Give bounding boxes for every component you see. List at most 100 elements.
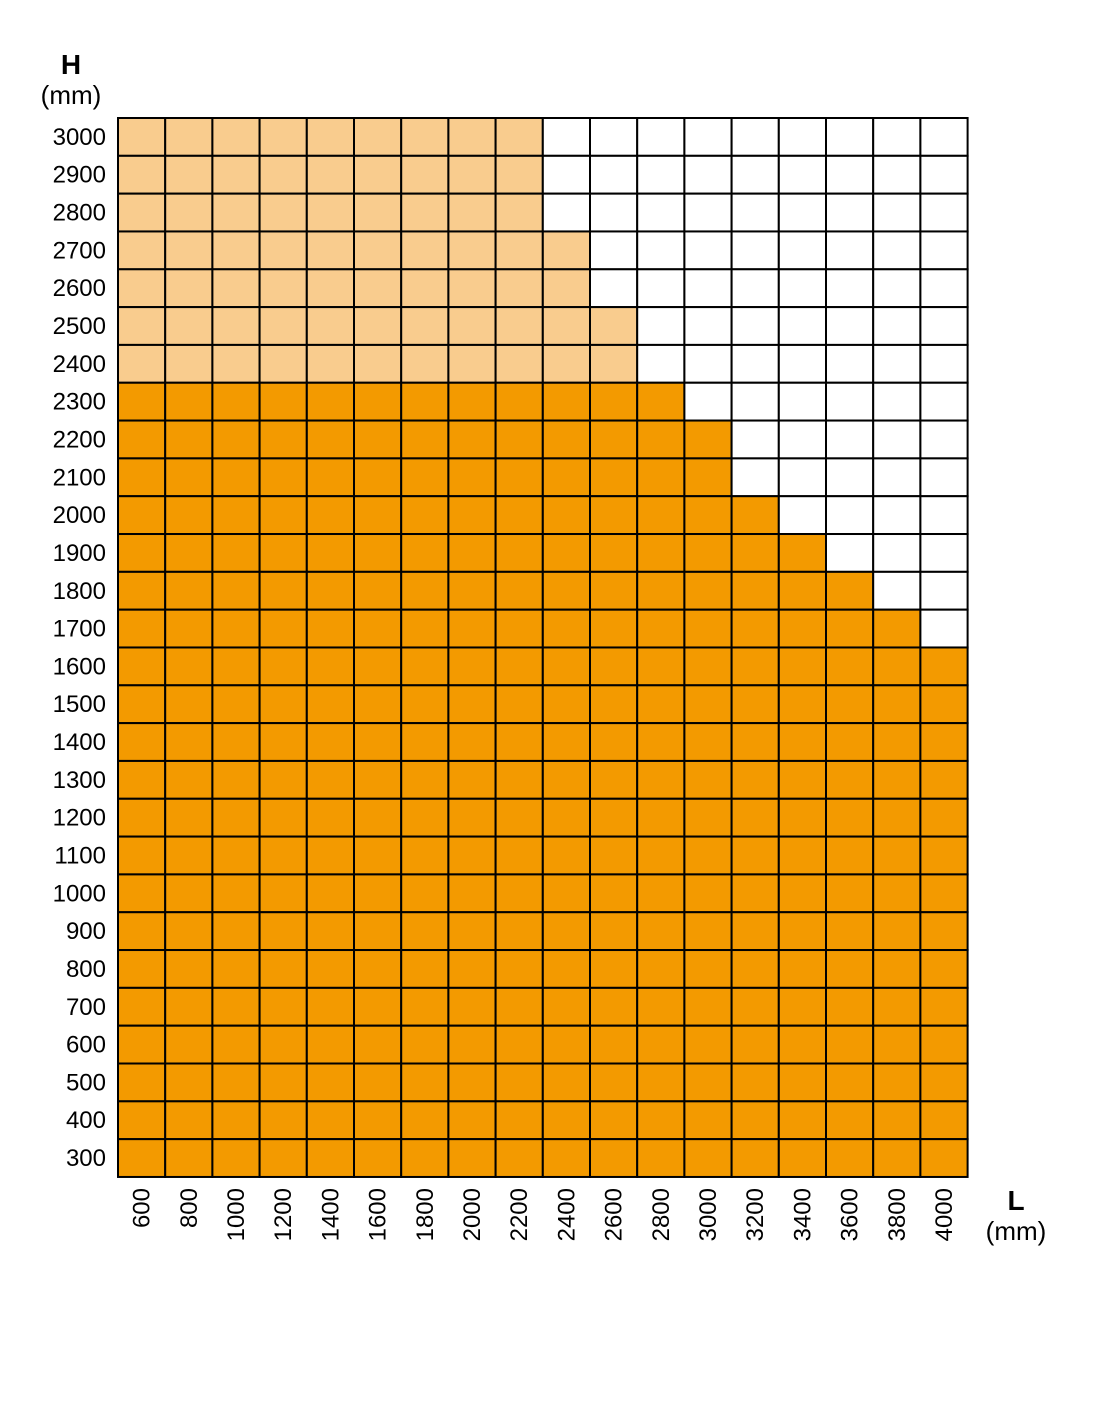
cell-l800-h600 — [164, 1024, 214, 1065]
cell-l2800-h1700 — [636, 608, 686, 649]
y-tick-1000: 1000 — [53, 880, 106, 907]
cell-l2800-h2000 — [636, 495, 686, 536]
cell-l3800-h400 — [872, 1100, 922, 1141]
cell-l1000-h1400 — [211, 722, 261, 762]
cell-l2400-h2100 — [541, 457, 591, 498]
cell-l3800-h1800 — [872, 570, 922, 611]
cell-l3200-h1700 — [730, 608, 780, 649]
cell-l3200-h1500 — [730, 684, 780, 725]
cell-l600-h2600 — [117, 268, 167, 309]
cell-l4000-h1500 — [919, 684, 969, 725]
cell-l1400-h400 — [305, 1100, 355, 1141]
cell-l1200-h1600 — [258, 646, 308, 687]
cell-l3000-h400 — [683, 1100, 733, 1141]
x-tick-800: 800 — [176, 1188, 203, 1228]
cell-l3200-h300 — [730, 1138, 780, 1178]
cell-l3000-h700 — [683, 986, 733, 1027]
cell-l3200-h1300 — [730, 759, 780, 800]
y-tick-1400: 1400 — [53, 729, 106, 756]
x-axis-unit: (mm) — [986, 1216, 1047, 1246]
cell-l2400-h2400 — [541, 343, 591, 384]
y-tick-2900: 2900 — [53, 162, 106, 189]
cell-l1600-h500 — [353, 1062, 403, 1103]
cell-l4000-h2500 — [919, 306, 969, 346]
cell-l800-h1100 — [164, 835, 214, 876]
cell-l2000-h1800 — [447, 570, 497, 611]
cell-l1200-h2600 — [258, 268, 308, 309]
cell-l3400-h2100 — [777, 457, 827, 498]
cell-l3000-h1700 — [683, 608, 733, 649]
x-tick-3000: 3000 — [695, 1188, 722, 1241]
cell-l600-h600 — [117, 1024, 167, 1065]
y-tick-1700: 1700 — [53, 616, 106, 643]
cell-l2600-h2800 — [589, 192, 639, 233]
cell-l3600-h2500 — [825, 306, 875, 346]
cell-l3800-h2700 — [872, 230, 922, 271]
cell-l3200-h900 — [730, 911, 780, 952]
cell-l2000-h300 — [447, 1138, 497, 1178]
cell-l1200-h2100 — [258, 457, 308, 498]
cell-l1600-h300 — [353, 1138, 403, 1178]
x-tick-2000: 2000 — [459, 1188, 486, 1241]
cell-l2800-h2300 — [636, 381, 686, 422]
y-tick-2300: 2300 — [53, 389, 106, 416]
y-tick-900: 900 — [66, 918, 106, 945]
cell-l4000-h800 — [919, 949, 969, 989]
cell-l3800-h3000 — [872, 117, 922, 157]
cell-l600-h300 — [117, 1138, 167, 1178]
y-tick-1500: 1500 — [53, 691, 106, 718]
cell-l3400-h1500 — [777, 684, 827, 725]
cell-l3800-h2800 — [872, 192, 922, 233]
cell-l2600-h2500 — [589, 306, 639, 346]
cell-l1400-h1700 — [305, 608, 355, 649]
cell-l2400-h800 — [541, 949, 591, 989]
cell-l2200-h600 — [494, 1024, 544, 1065]
cell-l3400-h1100 — [777, 835, 827, 876]
cell-l1200-h1500 — [258, 684, 308, 725]
cell-l3200-h2600 — [730, 268, 780, 309]
cell-l1200-h1900 — [258, 533, 308, 573]
cell-l800-h300 — [164, 1138, 214, 1178]
cell-l1200-h1400 — [258, 722, 308, 762]
cell-l1600-h1200 — [353, 797, 403, 838]
cell-l2000-h1700 — [447, 608, 497, 649]
cell-l1400-h900 — [305, 911, 355, 952]
cell-l1000-h2800 — [211, 192, 261, 233]
cell-l1600-h2200 — [353, 419, 403, 460]
cell-l2800-h400 — [636, 1100, 686, 1141]
cell-l3000-h1900 — [683, 533, 733, 573]
cell-l4000-h1700 — [919, 608, 969, 649]
cell-l2000-h900 — [447, 911, 497, 952]
cell-l1600-h700 — [353, 986, 403, 1027]
cell-l3400-h2900 — [777, 154, 827, 195]
cell-l2400-h500 — [541, 1062, 591, 1103]
cell-l1800-h1200 — [400, 797, 450, 838]
cell-l1800-h1400 — [400, 722, 450, 762]
cell-l1000-h500 — [211, 1062, 261, 1103]
cell-l3600-h2700 — [825, 230, 875, 271]
cell-l1400-h1900 — [305, 533, 355, 573]
cell-l3400-h1800 — [777, 570, 827, 611]
cell-l2800-h2700 — [636, 230, 686, 271]
y-tick-1100: 1100 — [54, 842, 106, 869]
cell-l2200-h1600 — [494, 646, 544, 687]
cell-l3600-h1000 — [825, 873, 875, 914]
cell-l1000-h2500 — [211, 306, 261, 346]
cell-l1800-h1300 — [400, 759, 450, 800]
cell-l2000-h400 — [447, 1100, 497, 1141]
y-tick-2500: 2500 — [53, 313, 106, 340]
cell-l3600-h700 — [825, 986, 875, 1027]
cell-l3400-h2800 — [777, 192, 827, 233]
cell-l3200-h1200 — [730, 797, 780, 838]
cell-l3000-h2700 — [683, 230, 733, 271]
cell-l1200-h1700 — [258, 608, 308, 649]
cell-l2000-h1500 — [447, 684, 497, 725]
cell-l2000-h2100 — [447, 457, 497, 498]
cell-l1400-h2200 — [305, 419, 355, 460]
cell-l1600-h1100 — [353, 835, 403, 876]
cell-l3000-h1000 — [683, 873, 733, 914]
cell-l1400-h1500 — [305, 684, 355, 725]
cell-l2200-h1200 — [494, 797, 544, 838]
cell-l1000-h2300 — [211, 381, 261, 422]
